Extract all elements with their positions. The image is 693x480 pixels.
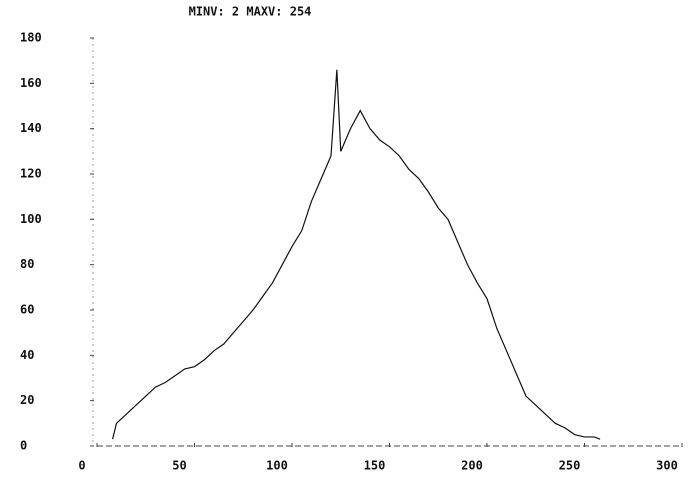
x-tick-label: 300 <box>656 459 678 473</box>
y-tick-label: 60 <box>20 303 34 317</box>
x-tick-label: 250 <box>559 459 581 473</box>
x-tick-label: 50 <box>172 459 186 473</box>
y-tick-label: 80 <box>20 257 34 271</box>
chart-title: MINV: 2 MAXV: 254 <box>189 5 312 19</box>
x-tick-label: 100 <box>266 459 288 473</box>
y-tick-label: 180 <box>20 31 42 45</box>
x-tick-label: 0 <box>78 459 85 473</box>
y-tick-label: 0 <box>20 439 27 453</box>
y-tick-label: 40 <box>20 348 34 362</box>
y-tick-label: 140 <box>20 121 42 135</box>
y-tick-label: 120 <box>20 167 42 181</box>
y-tick-label: 20 <box>20 393 34 407</box>
x-tick-label: 200 <box>461 459 483 473</box>
data-line <box>112 69 601 440</box>
x-tick-label: 150 <box>364 459 386 473</box>
y-tick-label: 160 <box>20 76 42 90</box>
y-tick-label: 100 <box>20 212 42 226</box>
